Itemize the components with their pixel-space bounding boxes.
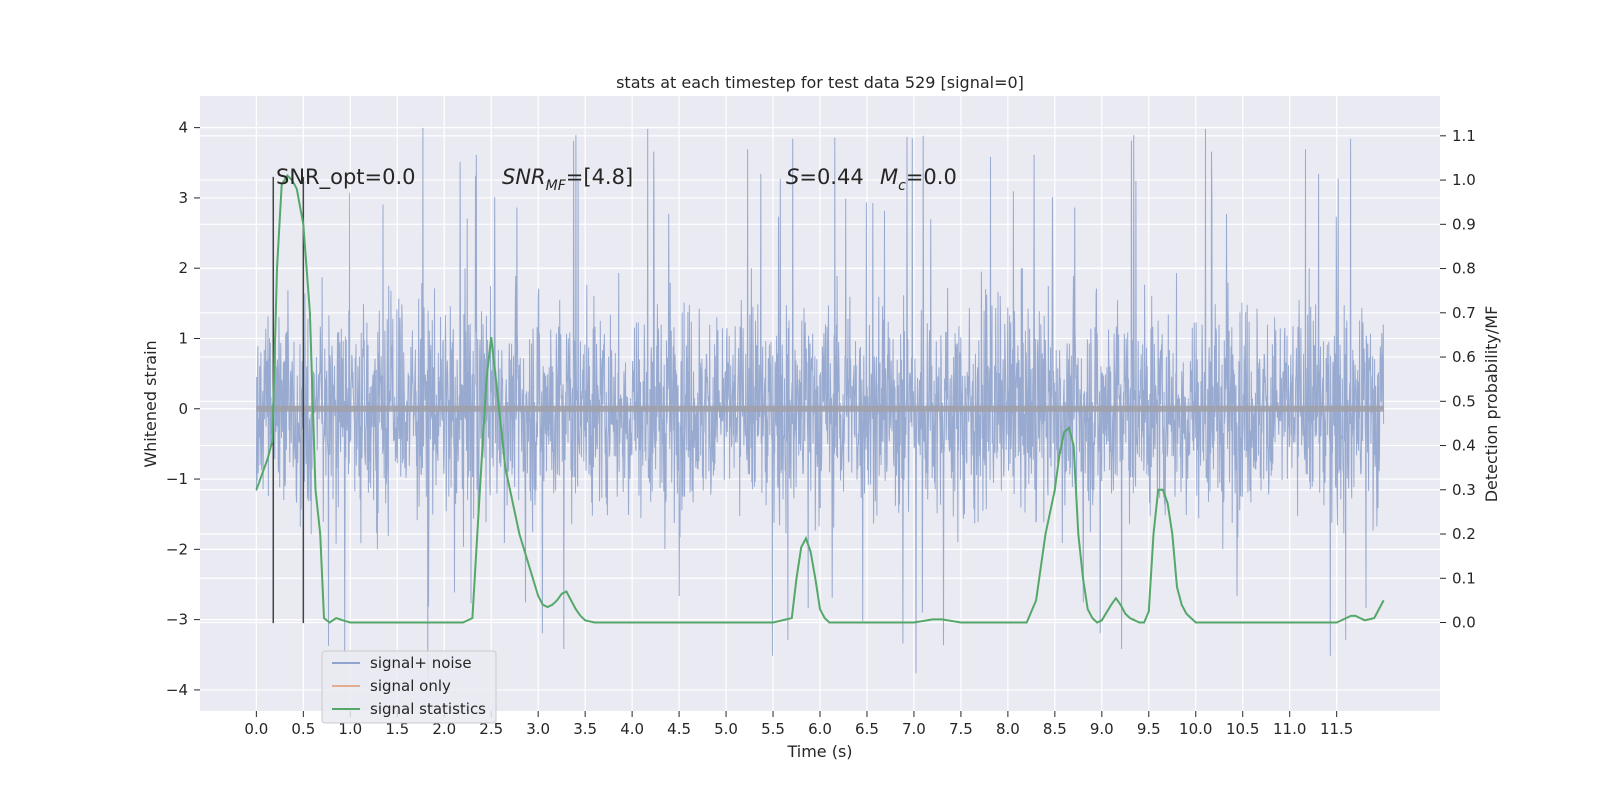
y2-tick-label: 0.6 [1452,348,1476,366]
y2-tick-label: 1.1 [1452,127,1476,145]
y2-tick-label: 0.4 [1452,437,1476,455]
y-axis-ticks: 4 3 2 1 0 −1 −2 −3 −4 [166,119,200,699]
legend: signal+ noise signal only signal statist… [321,650,497,724]
annotation-s-value: =0.44 [799,165,863,189]
x-tick-label: 9.0 [1090,720,1114,738]
x-tick-label: 8.0 [996,720,1020,738]
x-tick-label: 8.5 [1043,720,1067,738]
y-tick-label: −3 [166,611,188,629]
y-tick-label: −1 [166,470,188,488]
x-tick-label: 1.0 [338,720,362,738]
y2-axis-ticks: 1.1 1.0 0.9 0.8 0.7 0.6 0.5 0.4 0.3 0.2 0.1 0.0 [1440,127,1476,632]
x-tick-label: 2.5 [479,720,503,738]
y-tick-label: 4 [178,119,188,137]
x-tick-label: 3.0 [526,720,550,738]
annotation-snr-mf-prefix: SNR [502,165,546,189]
y-tick-label: 1 [178,329,188,347]
legend-label-signal-noise: signal+ noise [370,654,472,672]
x-tick-label: 11.5 [1320,720,1353,738]
y2-tick-label: 0.5 [1452,392,1476,410]
y-tick-label: 3 [178,189,188,207]
legend-label-signal-only: signal only [370,677,451,695]
x-tick-label: 10.5 [1226,720,1259,738]
x-tick-label: 4.0 [620,720,644,738]
y2-tick-label: 0.9 [1452,215,1476,233]
annotation-s-symbol: S [786,165,799,189]
y2-tick-label: 0.3 [1452,481,1476,499]
annotation-mc-symbol: M [880,165,898,189]
x-axis-label: Time (s) [786,742,852,761]
x-tick-label: 9.5 [1137,720,1161,738]
annotation-mc-sub: c [898,178,906,194]
line-signal-statistics [255,174,1385,624]
y2-tick-label: 1.0 [1452,171,1476,189]
x-tick-label: 7.0 [902,720,926,738]
y2-tick-label: 0.2 [1452,525,1476,543]
x-tick-label: 2.0 [432,720,456,738]
legend-box [321,650,497,724]
x-tick-label: 6.5 [855,720,879,738]
x-tick-label: 1.5 [385,720,409,738]
annotation-mc: Mc=0.0 [880,165,957,194]
x-tick-label: 6.0 [808,720,832,738]
y-tick-label: 0 [178,400,188,418]
annotation-snr-mf: SNRMF=[4.8] [502,165,633,194]
x-tick-label: 4.5 [667,720,691,738]
legend-label-signal-statistics: signal statistics [370,700,486,718]
x-tick-label: 3.5 [573,720,597,738]
x-tick-label: 11.0 [1273,720,1306,738]
chart-title: stats at each timestep for test data 529… [616,73,1024,92]
x-tick-label: 5.5 [761,720,785,738]
x-tick-label: 5.0 [714,720,738,738]
line-signal-noise [255,127,1385,679]
y2-tick-label: 0.7 [1452,304,1476,322]
annotation-s: S=0.44 [786,165,864,189]
series-signal-statistics [255,174,1385,624]
y2-tick-label: 0.0 [1452,614,1476,632]
x-tick-label: 0.5 [291,720,315,738]
y-tick-label: −4 [166,681,188,699]
x-tick-label: 10.0 [1179,720,1212,738]
series-signal-noise [255,127,1385,679]
annotation-snr-opt: SNR_opt=0.0 [276,165,416,190]
y2-tick-label: 0.1 [1452,569,1476,587]
x-axis-ticks: 0.0 0.5 1.0 1.5 2.0 2.5 3.0 3.5 4.0 4.5 5.0 5.5 6.0 6… [244,711,1353,738]
y2-tick-label: 0.8 [1452,260,1476,278]
x-tick-label: 0.0 [244,720,268,738]
y-tick-label: 2 [178,259,188,277]
annotation-mc-value: =0.0 [906,165,957,189]
annotation-snr-mf-value: =[4.8] [566,165,633,189]
annotation-snr-mf-sub: MF [546,178,567,194]
y2-axis-label: Detection probability/MF [1482,306,1501,503]
x-tick-label: 7.5 [949,720,973,738]
y-axis-label: Whitened strain [141,340,160,467]
y-tick-label: −2 [166,540,188,558]
